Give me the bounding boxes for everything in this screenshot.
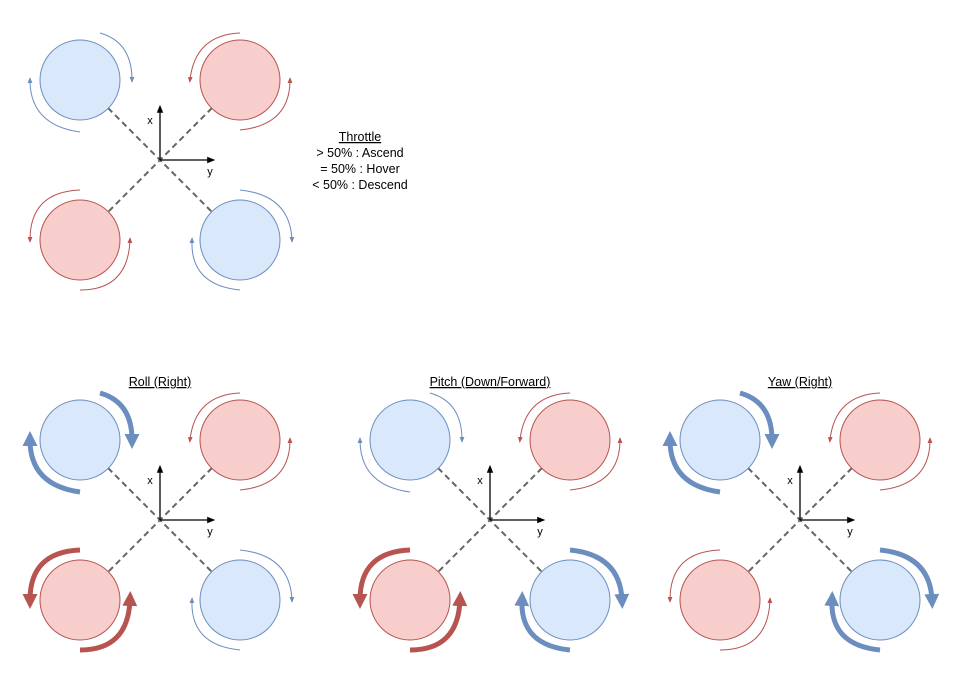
- throttle-title: Throttle: [339, 130, 381, 144]
- rotation-arrow: [189, 597, 241, 651]
- rotor-front-left: [39, 399, 121, 481]
- yaw-title: Yaw (Right): [768, 375, 832, 389]
- rotor-front-right: [199, 399, 281, 481]
- rotation-arrow: [99, 390, 140, 449]
- rotation-arrow: [27, 77, 81, 133]
- rotation-arrow: [879, 547, 940, 609]
- rotation-arrow: [27, 189, 81, 243]
- rotation-arrow: [514, 591, 571, 653]
- rotor-front-right: [839, 399, 921, 481]
- throttle-legend: Throttle > 50% : Ascend = 50% : Hover < 50%…: [312, 130, 408, 192]
- quadcopter-pitch: Pitch (Down/Forward) x y: [352, 375, 630, 653]
- rotor-front-right: [199, 39, 281, 121]
- rotor-front-left: [369, 399, 451, 481]
- rotation-arrow: [22, 547, 81, 609]
- rotation-arrow: [827, 392, 881, 443]
- rotation-arrow: [569, 547, 630, 609]
- rotation-arrow: [22, 431, 81, 495]
- rotation-arrow: [517, 392, 571, 443]
- quadcopter-hover: xy: [27, 32, 295, 291]
- rotation-arrow: [879, 437, 933, 491]
- rotation-arrow: [352, 547, 411, 609]
- rotation-arrow: [429, 392, 465, 443]
- rotation-arrow: [357, 437, 411, 493]
- rotation-arrow: [79, 591, 138, 653]
- rotation-arrow: [739, 390, 780, 449]
- y-axis-label: y: [537, 526, 543, 538]
- rotor-rear-right: [199, 199, 281, 281]
- x-axis-label: x: [147, 115, 153, 127]
- throttle-line: = 50% : Hover: [320, 162, 400, 176]
- y-axis-label: y: [207, 166, 213, 178]
- x-axis-label: x: [787, 475, 793, 487]
- throttle-line: > 50% : Ascend: [316, 146, 403, 160]
- rotor-rear-left: [679, 559, 761, 641]
- rotation-arrow: [99, 32, 135, 83]
- rotation-arrow: [239, 549, 295, 603]
- rotor-rear-right: [199, 559, 281, 641]
- rotor-front-right: [529, 399, 611, 481]
- rotation-arrow: [239, 437, 293, 491]
- rotation-arrow: [824, 591, 881, 653]
- rotor-rear-right: [529, 559, 611, 641]
- rotor-rear-left: [39, 199, 121, 281]
- rotation-arrow: [667, 549, 721, 603]
- quadcopter-yaw: Yaw (Right) x y: [662, 375, 940, 653]
- quadcopter-roll: Roll (Right) x y: [22, 375, 295, 653]
- rotor-rear-left: [369, 559, 451, 641]
- rotor-front-left: [39, 39, 121, 121]
- rotation-arrow: [189, 237, 241, 291]
- pitch-title: Pitch (Down/Forward): [430, 375, 551, 389]
- x-axis-label: x: [147, 475, 153, 487]
- y-axis-label: y: [207, 526, 213, 538]
- roll-title: Roll (Right): [129, 375, 192, 389]
- rotation-arrow: [187, 32, 241, 83]
- rotation-arrow: [79, 237, 133, 291]
- throttle-line: < 50% : Descend: [312, 178, 408, 192]
- rotation-arrow: [239, 77, 293, 131]
- x-axis-label: x: [477, 475, 483, 487]
- rotation-arrow: [239, 189, 295, 243]
- rotation-arrow: [662, 431, 721, 495]
- rotation-arrow: [569, 437, 623, 491]
- rotor-rear-left: [39, 559, 121, 641]
- rotation-arrow: [409, 591, 468, 653]
- rotor-front-left: [679, 399, 761, 481]
- rotation-arrow: [187, 392, 241, 443]
- y-axis-label: y: [847, 526, 853, 538]
- rotation-arrow: [719, 597, 773, 651]
- rotor-rear-right: [839, 559, 921, 641]
